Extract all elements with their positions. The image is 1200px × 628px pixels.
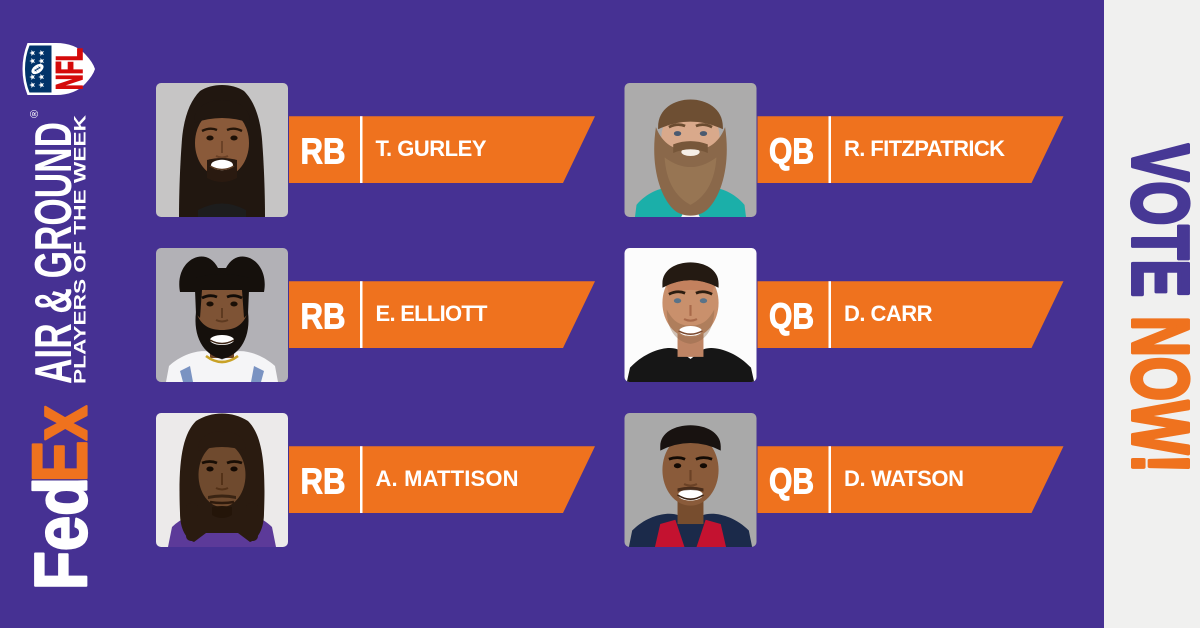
svg-text:RB: RB (301, 296, 346, 337)
svg-text:A. MATTISON: A. MATTISON (376, 466, 519, 491)
svg-text:E. ELLIOTT: E. ELLIOTT (376, 301, 489, 326)
svg-text:RB: RB (301, 461, 346, 502)
svg-text:NOW!: NOW! (1116, 316, 1200, 473)
svg-text:Fed: Fed (20, 477, 103, 590)
svg-text:QB: QB (769, 131, 814, 172)
svg-text:T. GURLEY: T. GURLEY (376, 136, 487, 161)
svg-text:D. CARR: D. CARR (844, 301, 933, 326)
svg-text:Ex: Ex (16, 406, 104, 483)
svg-text:PLAYERS OF THE WEEK: PLAYERS OF THE WEEK (71, 114, 90, 384)
svg-text:NFL: NFL (49, 48, 90, 90)
svg-text:®: ® (29, 110, 41, 118)
svg-text:R. FITZPATRICK: R. FITZPATRICK (844, 136, 1005, 161)
svg-text:AIR & GROUND: AIR & GROUND (25, 122, 83, 384)
svg-text:QB: QB (769, 296, 814, 337)
svg-text:RB: RB (301, 131, 346, 172)
svg-text:QB: QB (769, 461, 814, 502)
svg-text:D. WATSON: D. WATSON (844, 466, 964, 491)
svg-text:VOTE: VOTE (1116, 144, 1200, 297)
